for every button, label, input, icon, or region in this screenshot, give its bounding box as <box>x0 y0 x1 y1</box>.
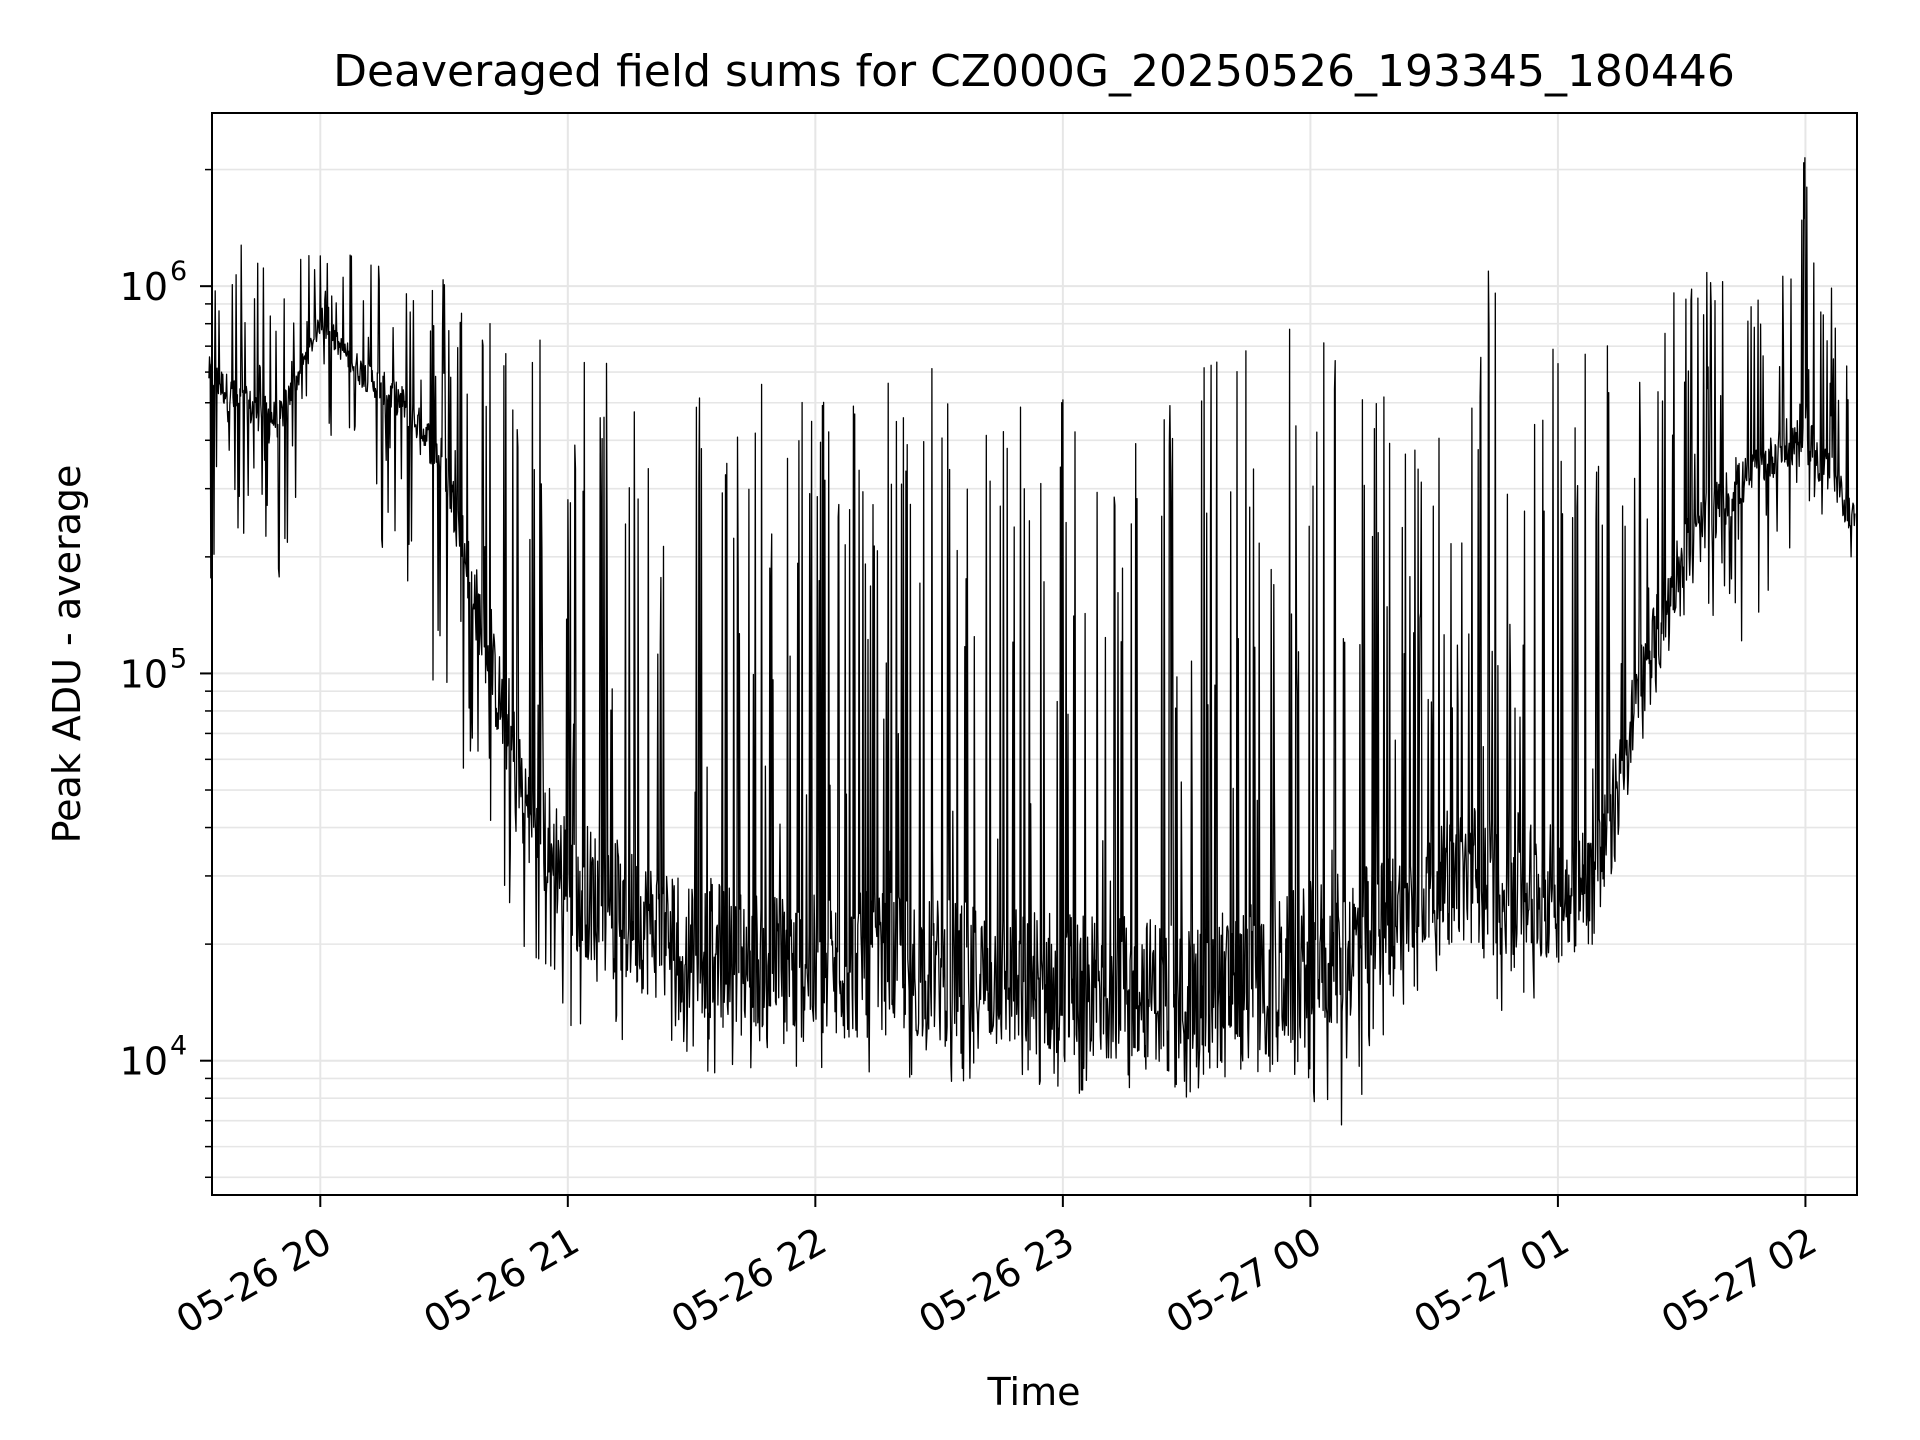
y-tick-label: 10 <box>120 1040 168 1084</box>
y-axis-label: Peak ADU - average <box>45 465 89 844</box>
chart-title: Deaveraged field sums for CZ000G_2025052… <box>333 46 1735 97</box>
y-tick-label: 10 <box>120 652 168 696</box>
y-tick-exponent: 5 <box>170 643 187 674</box>
grid <box>212 113 1857 1195</box>
plot-area-frame <box>211 112 1858 1196</box>
y-tick-label: 10 <box>120 265 168 309</box>
y-tick-exponent: 4 <box>170 1031 187 1062</box>
data-series-line <box>208 157 1856 1126</box>
y-tick-exponent: 6 <box>170 256 187 287</box>
x-axis-label: Time <box>987 1370 1081 1414</box>
